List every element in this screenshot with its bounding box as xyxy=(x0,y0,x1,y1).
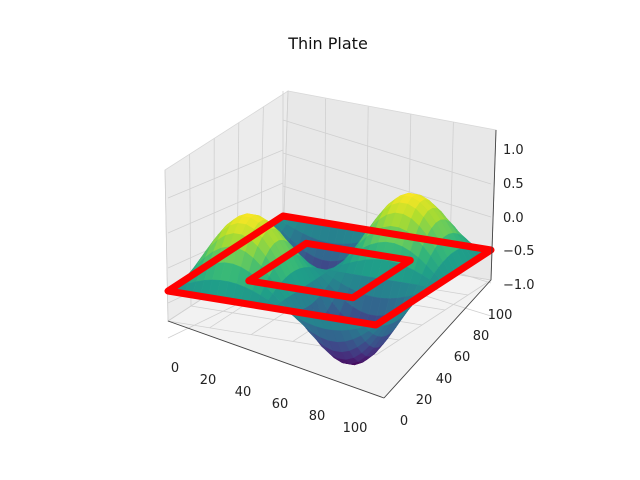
y-tick-label: 60 xyxy=(454,350,471,365)
floor-grid-x xyxy=(375,279,492,356)
x-tick-label: 80 xyxy=(309,409,326,424)
wall-grid-z-back xyxy=(282,119,492,185)
x-tick-label: 40 xyxy=(235,385,252,400)
z-tick-label: −1.0 xyxy=(503,278,535,293)
y-tick-label: 0 xyxy=(400,414,408,429)
wall-grid-z-left xyxy=(167,149,284,199)
wall-grid-z-left xyxy=(167,182,284,234)
boundary-inner xyxy=(245,239,414,302)
z-axis-line xyxy=(490,129,497,281)
y-tick-label: 40 xyxy=(436,372,453,387)
x-tick-label: 0 xyxy=(171,361,179,376)
x-tick-label: 60 xyxy=(272,397,289,412)
boundary-squares xyxy=(164,212,495,329)
z-tick-label: 0.0 xyxy=(503,211,524,226)
boundary-outer xyxy=(164,212,495,329)
wall-grid-z-back xyxy=(282,152,492,218)
z-tick-label: −0.5 xyxy=(503,244,535,259)
y-tick-label: 100 xyxy=(488,308,513,323)
z-tick-label: 1.0 xyxy=(503,143,524,158)
axis-lines xyxy=(167,129,497,399)
y-tick-label: 20 xyxy=(416,393,433,408)
y-tick-label: 80 xyxy=(473,329,490,344)
x-axis-line xyxy=(167,320,385,399)
x-tick-label: 100 xyxy=(343,421,368,436)
x-tick-label: 20 xyxy=(200,373,217,388)
z-tick-label: 0.5 xyxy=(503,177,524,192)
wall-grid-y xyxy=(164,169,169,322)
chart-title: Thin Plate xyxy=(287,34,368,53)
y-axis-line xyxy=(383,279,492,399)
